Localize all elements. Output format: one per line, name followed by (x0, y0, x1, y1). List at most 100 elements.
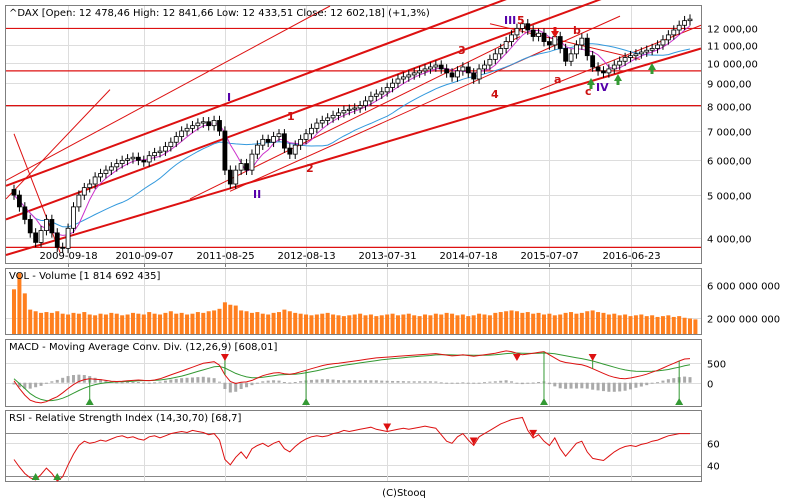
volume-bar (49, 312, 54, 334)
macd-histogram-bar (472, 382, 476, 384)
macd-histogram-bar (688, 377, 692, 383)
rsi-panel (5, 410, 702, 482)
macd-layer: 500 0 (6, 340, 726, 406)
volume-bar (471, 315, 476, 334)
price-candle-body (163, 146, 168, 152)
volume-bar (628, 316, 633, 334)
macd-histogram-bar (645, 382, 649, 386)
macd-histogram-bar (353, 380, 357, 383)
volume-bar (271, 312, 276, 334)
macd-histogram-bar (455, 382, 459, 384)
macd-line (13, 350, 691, 404)
volume-ytick-label: 2 000 000 000 (707, 315, 780, 326)
price-candle-body (617, 60, 623, 66)
volume-bar (368, 314, 373, 334)
macd-histogram-bar (358, 380, 362, 383)
volume-bar (185, 314, 190, 334)
wave-label-1: 1 (287, 110, 295, 123)
price-candle-body (319, 120, 325, 124)
macd-histogram-bar (650, 382, 654, 384)
macd-histogram-bar (639, 382, 643, 387)
price-candle-body (152, 152, 158, 157)
volume-bar (455, 315, 460, 334)
macd-histogram-bar (493, 381, 497, 383)
volume-bar (347, 315, 352, 334)
macd-histogram-bar (147, 382, 151, 384)
macd-histogram-bar (174, 378, 178, 383)
macd-histogram-bar (272, 380, 276, 383)
price-candle-body (503, 41, 509, 49)
price-candle-body (195, 122, 201, 127)
price-candle-body (309, 127, 314, 135)
price-candle-body (11, 189, 17, 196)
price-layer: 12 000,00 11 000,00 10 000,00 9 000,00 8 000… (5, 0, 758, 267)
volume-bar (514, 311, 519, 334)
volume-bar (287, 311, 292, 334)
price-xtick-label: 2014-07-18 (439, 251, 497, 262)
price-green-up-arrow-2 (614, 74, 622, 81)
price-candle-body (103, 169, 109, 174)
price-candle-body (292, 144, 298, 155)
price-green-up-arrow-1-stem (589, 84, 593, 89)
wave-labels: I II III IV 1 2 3 4 5 a b c (227, 14, 609, 201)
macd-buy-arrow (539, 398, 548, 405)
price-candle-body (125, 158, 130, 161)
volume-bar (547, 313, 552, 334)
price-candle-body (206, 121, 212, 127)
volume-bar (374, 316, 379, 334)
macd-histogram-bar (293, 382, 297, 384)
volume-bar (385, 314, 390, 334)
wave-label-IV: IV (596, 81, 609, 94)
price-candle-body (498, 48, 504, 55)
macd-histogram-bar (672, 378, 676, 383)
price-candle-body (200, 121, 206, 124)
rsi-oversold-arrow (31, 473, 40, 480)
volume-bar (255, 312, 260, 334)
volume-bar (222, 302, 227, 334)
wave-label-2: 2 (306, 162, 314, 175)
volume-bar (509, 310, 514, 334)
price-candle-body (135, 156, 141, 161)
volume-bar (671, 316, 676, 334)
volume-bar (152, 313, 157, 334)
volume-bar (536, 312, 541, 334)
price-candle-body (368, 95, 374, 102)
macd-sell-arrow (220, 354, 229, 361)
volume-bar (498, 312, 503, 334)
macd-title: MACD - Moving Average Conv. Div. (12,26,… (9, 342, 277, 353)
macd-histogram-bar (482, 382, 486, 384)
volume-bar (233, 305, 238, 334)
price-candle-body (644, 49, 650, 53)
macd-histogram-bar (547, 382, 551, 385)
volume-bar (406, 313, 411, 334)
macd-histogram-bar (77, 374, 81, 383)
macd-histogram-bar (250, 382, 254, 386)
macd-histogram-bar (423, 381, 427, 383)
price-xtick-label: 2011-08-25 (196, 251, 254, 262)
macd-histogram-bar (282, 382, 286, 384)
volume-bar (433, 313, 438, 334)
volume-bar (482, 314, 487, 334)
volume-bar (44, 312, 49, 334)
volume-bar (293, 312, 298, 334)
price-green-up-arrow-3-stem (650, 69, 654, 74)
price-trend-line (5, 0, 602, 221)
price-red-down-arrow-stem (553, 27, 557, 32)
macd-histogram-bar (163, 380, 167, 383)
volume-bar (650, 315, 655, 334)
volume-bar (693, 319, 698, 334)
price-candle-body (665, 34, 671, 41)
macd-histogram-bar (23, 382, 27, 389)
price-xtick-label: 2015-07-07 (520, 251, 578, 262)
price-candle-body (406, 74, 412, 78)
price-candle-body (114, 163, 120, 168)
macd-histogram-bar (418, 381, 422, 383)
volume-bar (423, 314, 428, 334)
macd-histogram-bar (17, 382, 21, 388)
volume-bar (644, 316, 649, 334)
price-green-up-arrow-1 (587, 78, 595, 85)
volume-bar (601, 312, 606, 334)
price-trend-line (5, 89, 111, 200)
volume-bar (444, 312, 449, 334)
wave-label-3: 3 (458, 44, 466, 57)
